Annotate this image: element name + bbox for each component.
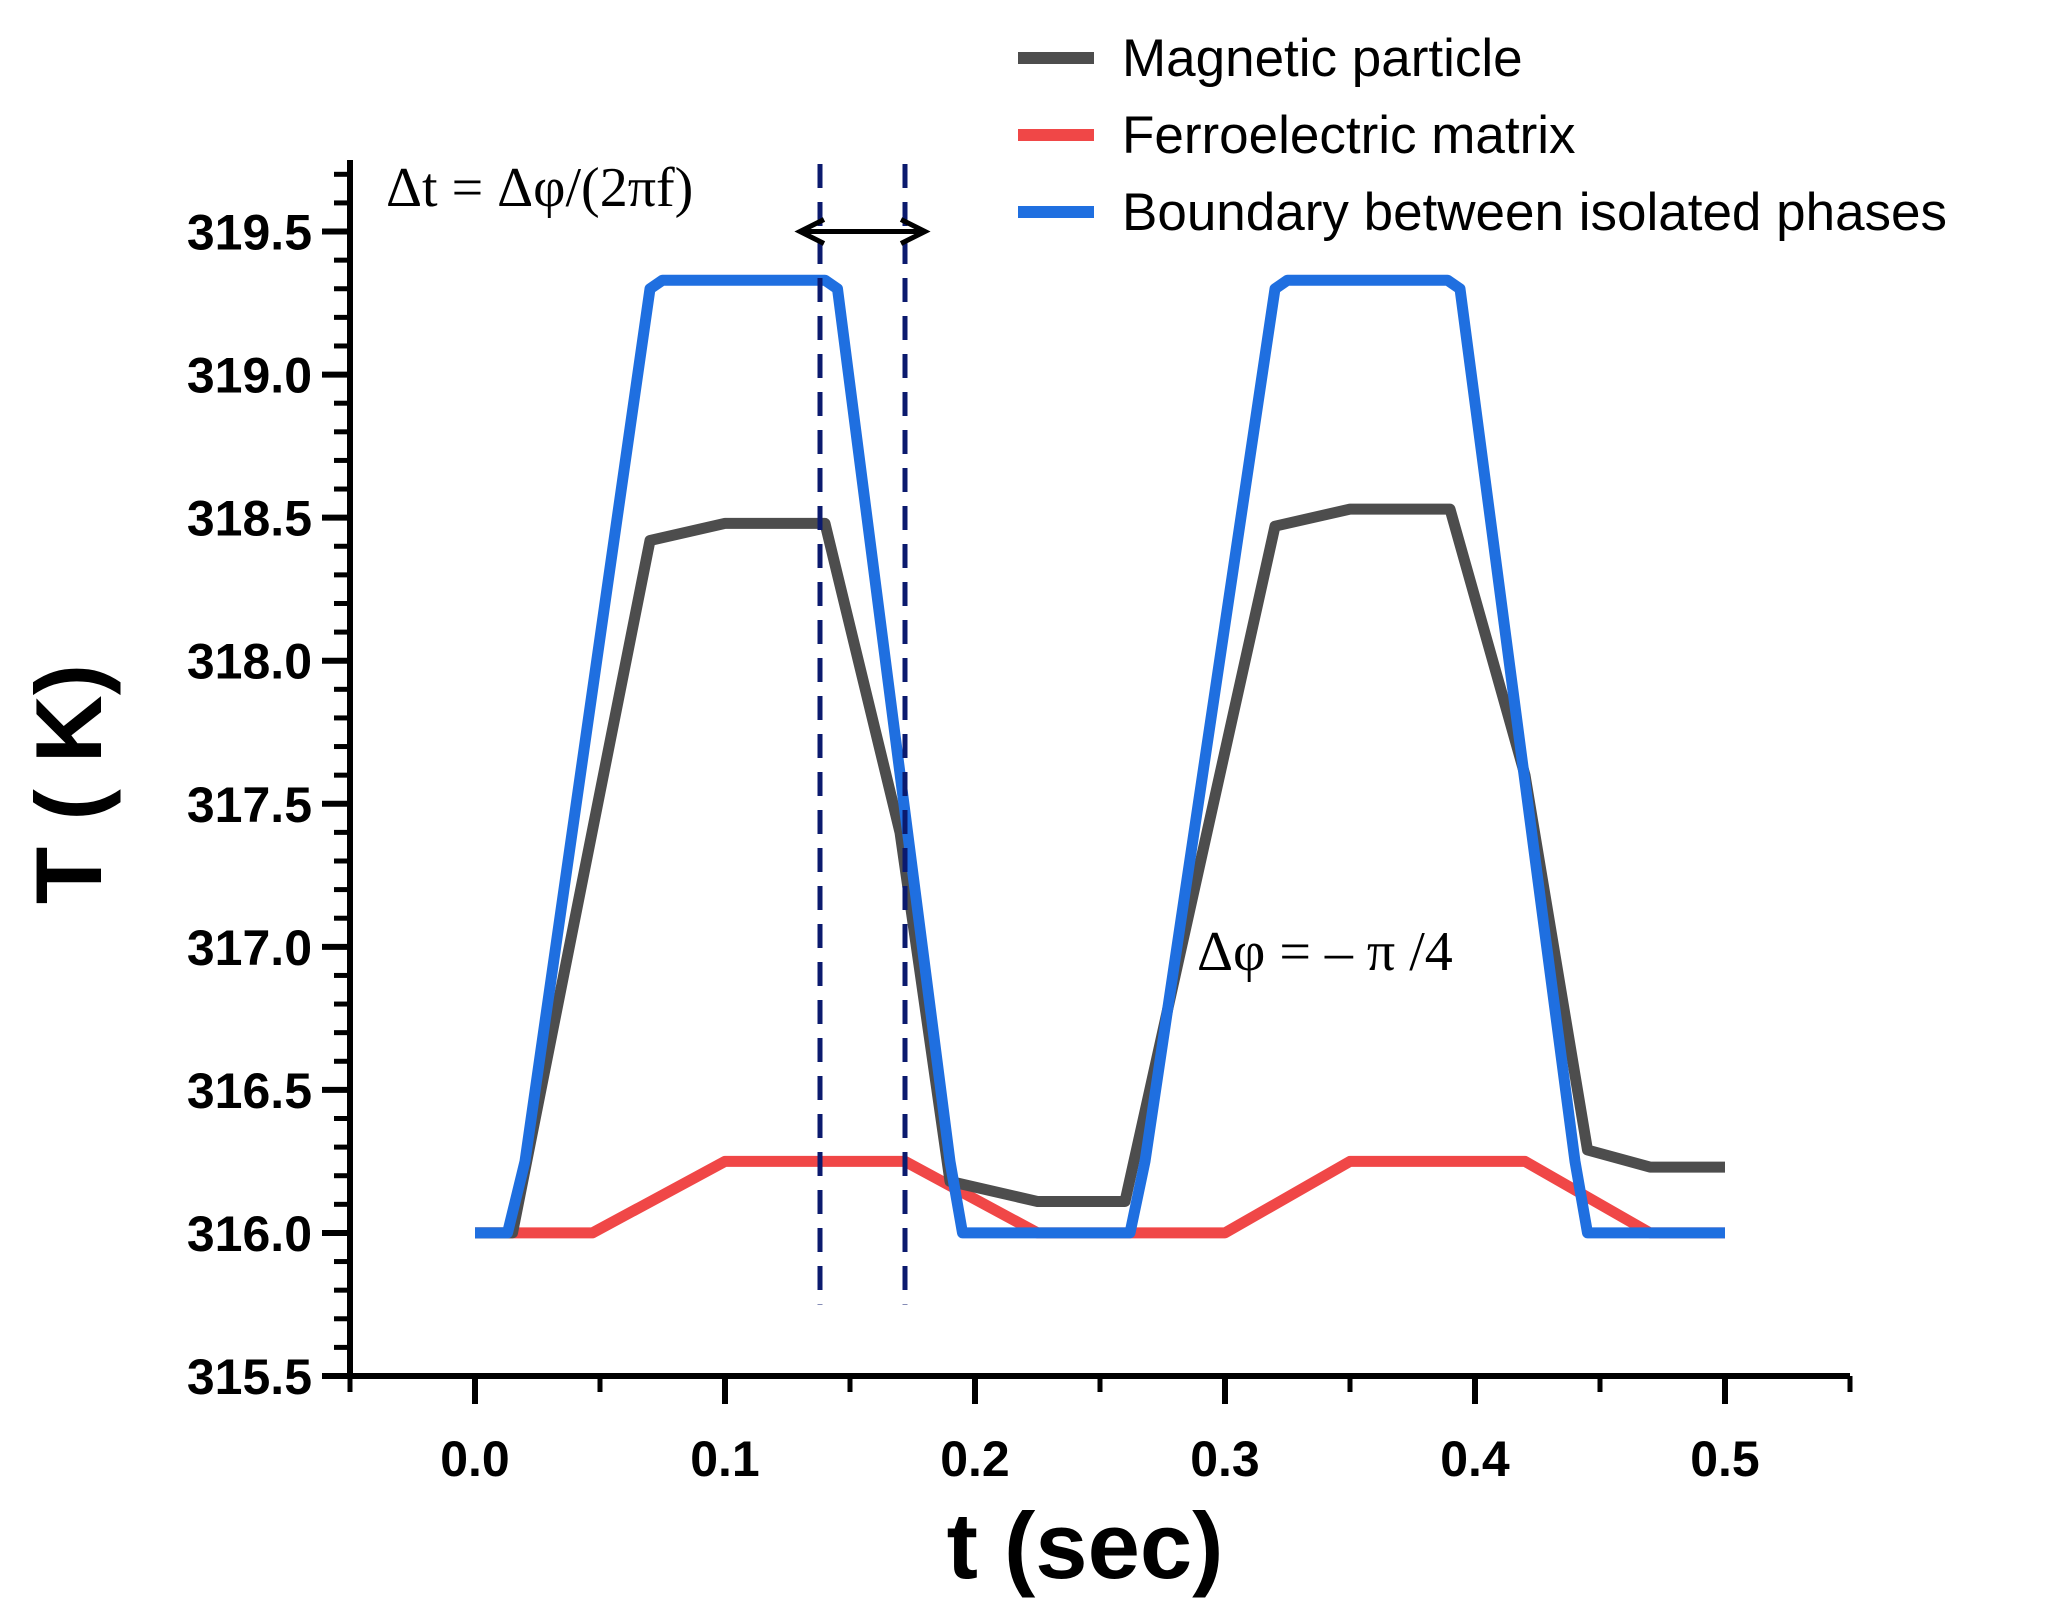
y-tick-label: 316.0 — [187, 1206, 312, 1262]
y-tick-label: 318.5 — [187, 491, 312, 547]
x-tick-label: 0.2 — [940, 1431, 1010, 1487]
delta-phi-annotation: Δφ = – π /4 — [1197, 921, 1453, 983]
legend-label-ferroelectric-matrix: Ferroelectric matrix — [1122, 106, 1576, 165]
y-tick-label: 319.5 — [187, 205, 312, 261]
legend: Magnetic particle Ferroelectric matrix B… — [1018, 29, 1947, 242]
boundary-line — [475, 274, 1725, 1239]
x-axis-title: t (sec) — [947, 1493, 1224, 1598]
x-tick-label: 0.4 — [1440, 1431, 1510, 1487]
x-tick-label: 0.1 — [690, 1431, 760, 1487]
annotation-layer — [794, 164, 931, 1305]
y-tick-label: 315.5 — [187, 1349, 312, 1405]
series-layer — [475, 274, 1725, 1239]
delta-t-annotation: Δt = Δφ/(2πf) — [386, 157, 693, 219]
x-tick-label: 0.3 — [1190, 1431, 1260, 1487]
y-tick-label: 317.5 — [187, 777, 312, 833]
legend-label-boundary: Boundary between isolated phases — [1122, 183, 1947, 242]
magnetic-particle-line — [475, 503, 1725, 1239]
delta-t-arrow-left-head — [794, 217, 826, 246]
y-axis-title: T ( K) — [16, 664, 121, 904]
delta-t-arrow-right-head — [899, 217, 931, 246]
y-tick-label: 318.0 — [187, 634, 312, 690]
y-tick-label: 316.5 — [187, 1063, 312, 1119]
x-tick-label: 0.5 — [1690, 1431, 1760, 1487]
tick-layer: 315.5 316.0 316.5 317.0 317.5 318.0 318.5 319.0… — [187, 171, 1853, 1487]
y-tick-label: 319.0 — [187, 348, 312, 404]
legend-label-magnetic-particle: Magnetic particle — [1122, 29, 1523, 88]
x-tick-label: 0.0 — [440, 1431, 510, 1487]
y-tick-label: 317.0 — [187, 920, 312, 976]
